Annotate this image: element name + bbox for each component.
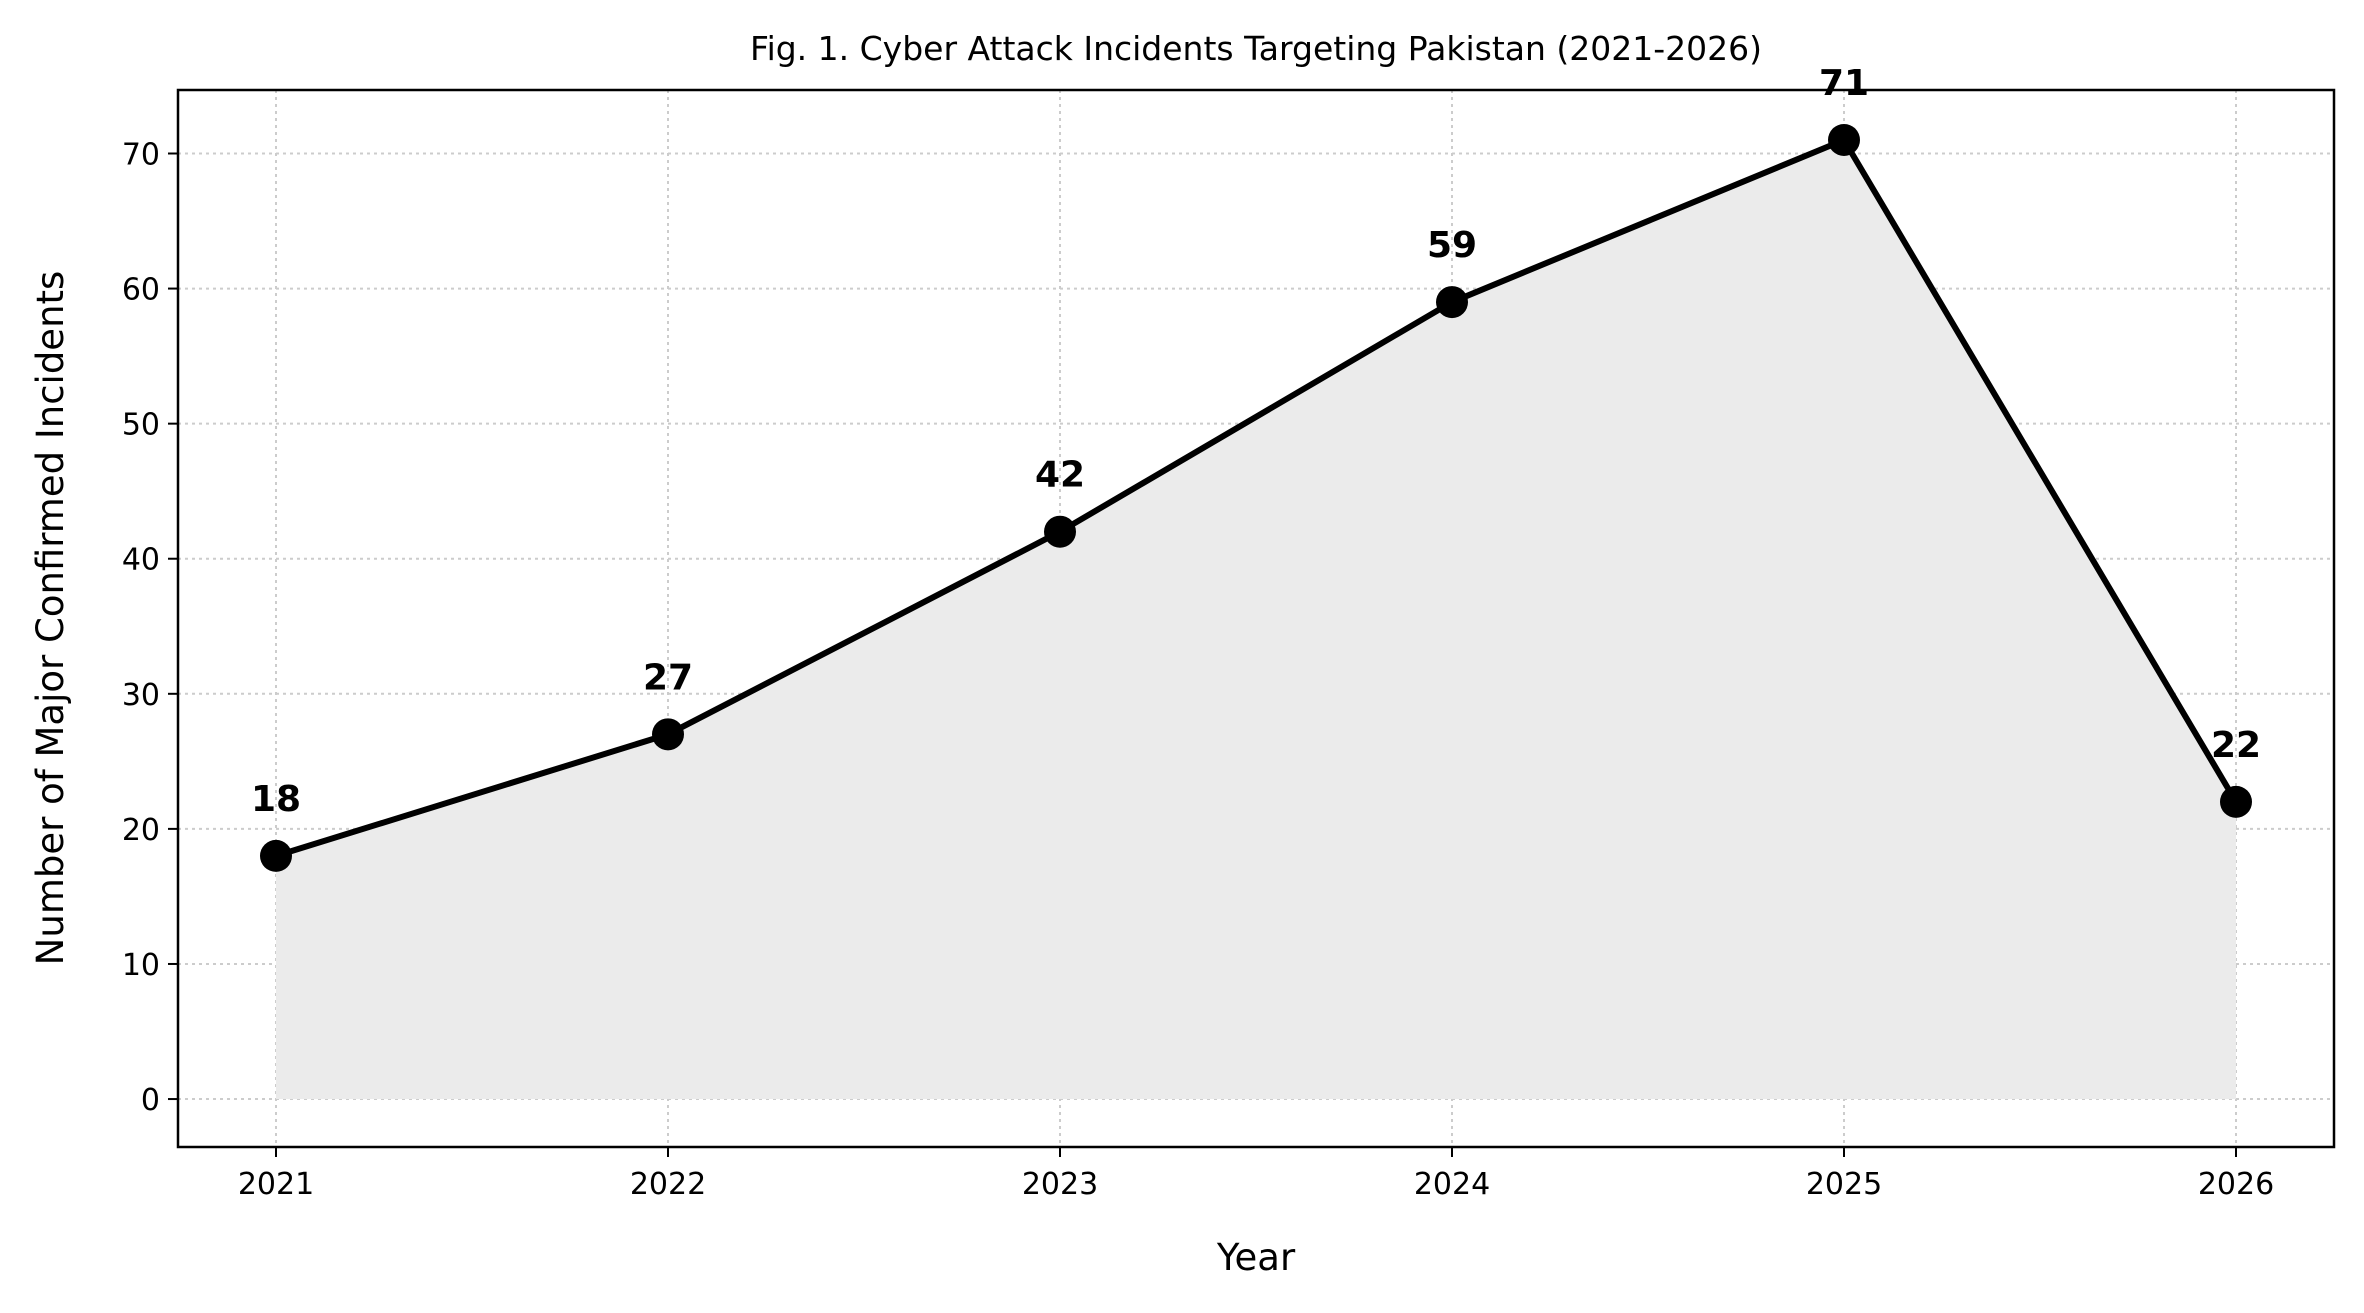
data-label: 42 xyxy=(1035,455,1085,496)
data-label: 59 xyxy=(1427,225,1477,266)
axes-frame xyxy=(176,88,2336,1149)
data-point xyxy=(260,839,292,872)
y-axis-label: Number of Major Confirmed Incidents xyxy=(29,271,72,966)
data-label: 22 xyxy=(2211,725,2261,766)
data-point xyxy=(1828,123,1860,156)
y-tick-label: 40 xyxy=(122,543,160,578)
y-tick-label: 70 xyxy=(122,137,160,172)
area-fill xyxy=(276,139,2236,1100)
x-tick-label: 2025 xyxy=(1806,1167,1882,1202)
x-tick-label: 2023 xyxy=(1022,1167,1098,1202)
data-label: 27 xyxy=(643,657,693,698)
data-point xyxy=(1044,515,1076,548)
chart-title: Fig. 1. Cyber Attack Incidents Targeting… xyxy=(750,29,1762,68)
data-point xyxy=(2220,785,2252,818)
y-tick-label: 50 xyxy=(122,408,160,443)
y-tick-label: 0 xyxy=(141,1083,160,1118)
data-point xyxy=(652,718,684,751)
y-tick-label: 60 xyxy=(122,273,160,308)
y-tick-label: 20 xyxy=(122,813,160,848)
x-tick-label: 2024 xyxy=(1414,1167,1490,1202)
y-tick-label: 10 xyxy=(122,948,160,983)
data-point xyxy=(1436,286,1468,319)
x-axis-label: Year xyxy=(1216,1236,1296,1279)
data-label: 71 xyxy=(1819,63,1869,104)
x-tick-label: 2021 xyxy=(238,1167,314,1202)
data-label: 18 xyxy=(251,779,301,820)
y-tick-label: 30 xyxy=(122,678,160,713)
x-tick-label: 2026 xyxy=(2198,1167,2274,1202)
series-line xyxy=(275,136,2239,859)
x-tick-label: 2022 xyxy=(630,1167,706,1202)
